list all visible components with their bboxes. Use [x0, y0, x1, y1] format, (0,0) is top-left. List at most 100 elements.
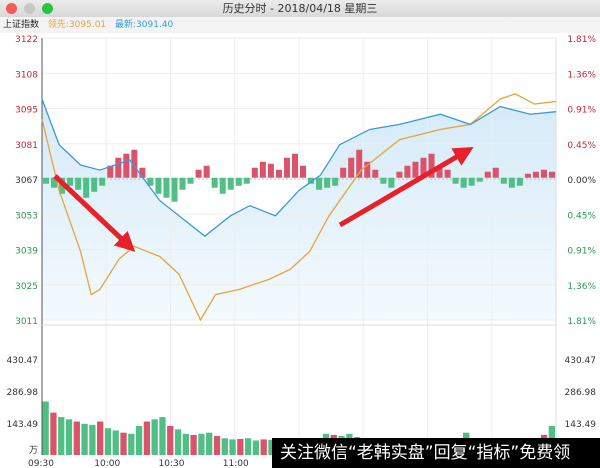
- volume-unit: 万: [29, 446, 38, 456]
- momentum-bar: [187, 177, 194, 184]
- pct-tick: 1.81%: [567, 317, 596, 327]
- momentum-bar: [332, 177, 339, 186]
- momentum-bar: [452, 177, 459, 184]
- momentum-bar: [476, 177, 483, 182]
- time-tick: 09:30: [28, 459, 54, 468]
- info-bar: 上证指数 领先:3095.01 最新:3091.40: [0, 17, 600, 33]
- volume-bar: [112, 430, 119, 455]
- price-tick: 3122: [15, 35, 38, 45]
- pct-tick: 0.00%: [567, 176, 596, 186]
- volume-bar: [252, 440, 260, 455]
- momentum-bar: [163, 177, 170, 198]
- minimize-button[interactable]: [24, 3, 35, 14]
- pct-tick: 0.91%: [567, 247, 596, 257]
- price-tick: 3081: [15, 141, 38, 151]
- momentum-bar: [364, 161, 371, 178]
- momentum-bar: [219, 177, 226, 194]
- pct-tick: 0.45%: [567, 141, 596, 151]
- momentum-bar: [308, 177, 315, 184]
- volume-bar: [151, 419, 158, 455]
- momentum-bar: [155, 177, 162, 194]
- pct-tick: 0.45%: [567, 211, 596, 221]
- momentum-bar: [316, 177, 323, 190]
- momentum-bar: [251, 167, 258, 178]
- momentum-bar: [147, 177, 154, 186]
- volume-bar: [120, 432, 127, 455]
- momentum-bar: [436, 165, 443, 178]
- volume-bar: [182, 433, 189, 455]
- momentum-bar: [428, 153, 435, 178]
- volume-tick-right: 143.49: [565, 420, 597, 430]
- price-tick: 3025: [15, 282, 38, 292]
- volume-bar: [159, 417, 166, 455]
- momentum-bar: [516, 177, 523, 186]
- volume-bar: [65, 419, 73, 455]
- volume-bar: [128, 433, 135, 455]
- volume-bar: [104, 428, 112, 455]
- volume-bar: [50, 412, 57, 455]
- maximize-button[interactable]: [42, 3, 53, 14]
- volume-bar: [198, 433, 205, 455]
- volume-bar: [143, 421, 151, 455]
- momentum-bar: [348, 157, 355, 178]
- momentum-bar: [340, 167, 347, 178]
- pct-tick: 1.36%: [567, 282, 596, 292]
- momentum-bar: [195, 169, 202, 178]
- time-tick: 11:00: [223, 459, 249, 468]
- volume-bar: [221, 438, 228, 455]
- window-titlebar: 历史分时 - 2018/04/18 星期三: [0, 0, 600, 17]
- volume-bar: [237, 438, 244, 455]
- momentum-bar: [460, 177, 467, 188]
- volume-tick: 143.49: [7, 420, 39, 430]
- momentum-bar: [83, 177, 90, 198]
- momentum-bar: [179, 177, 186, 190]
- momentum-bar: [235, 177, 242, 186]
- leading-value: 领先:3095.01: [47, 20, 107, 30]
- momentum-bar: [75, 177, 82, 190]
- momentum-bar: [259, 161, 266, 178]
- volume-tick: 430.47: [7, 356, 39, 366]
- volume-tick-right: 430.47: [565, 356, 597, 366]
- volume-tick-right: 286.98: [565, 388, 597, 398]
- close-button[interactable]: [6, 3, 17, 14]
- momentum-bar: [123, 153, 130, 178]
- momentum-bar: [227, 177, 234, 190]
- momentum-bar: [211, 177, 218, 188]
- pct-tick: 1.81%: [567, 35, 596, 45]
- momentum-bar: [356, 149, 363, 178]
- volume-bar: [190, 434, 197, 455]
- momentum-bar: [67, 177, 74, 186]
- up-arrow: [338, 146, 474, 228]
- momentum-bar: [300, 165, 307, 178]
- volume-bar: [229, 439, 236, 455]
- momentum-bar: [115, 157, 122, 178]
- momentum-bar: [396, 171, 403, 178]
- price-line: [41, 93, 557, 322]
- volume-bar: [58, 417, 65, 455]
- momentum-bar: [540, 169, 547, 178]
- volume-bar: [81, 423, 88, 455]
- volume-tick: 286.98: [7, 388, 39, 398]
- latest-value: 最新:3091.40: [115, 20, 174, 30]
- volume-bar: [42, 401, 49, 455]
- volume-bar: [89, 424, 96, 455]
- pct-tick: 0.91%: [567, 106, 596, 116]
- volume-bar: [73, 421, 80, 455]
- momentum-bar: [275, 169, 282, 178]
- momentum-bar: [420, 157, 427, 178]
- volume-bar: [174, 429, 182, 455]
- momentum-bar: [51, 177, 58, 188]
- momentum-bar: [484, 171, 491, 178]
- window-title: 历史分时 - 2018/04/18 星期三: [222, 2, 378, 15]
- volume-bar: [97, 421, 104, 455]
- momentum-bar: [492, 167, 499, 178]
- momentum-bar: [468, 177, 475, 186]
- pct-tick: 1.36%: [567, 70, 596, 80]
- momentum-bar: [91, 177, 98, 192]
- momentum-bar: [380, 177, 387, 184]
- momentum-bar: [283, 157, 290, 178]
- momentum-bar: [203, 165, 210, 178]
- momentum-bar: [372, 169, 379, 178]
- momentum-bar: [131, 149, 138, 178]
